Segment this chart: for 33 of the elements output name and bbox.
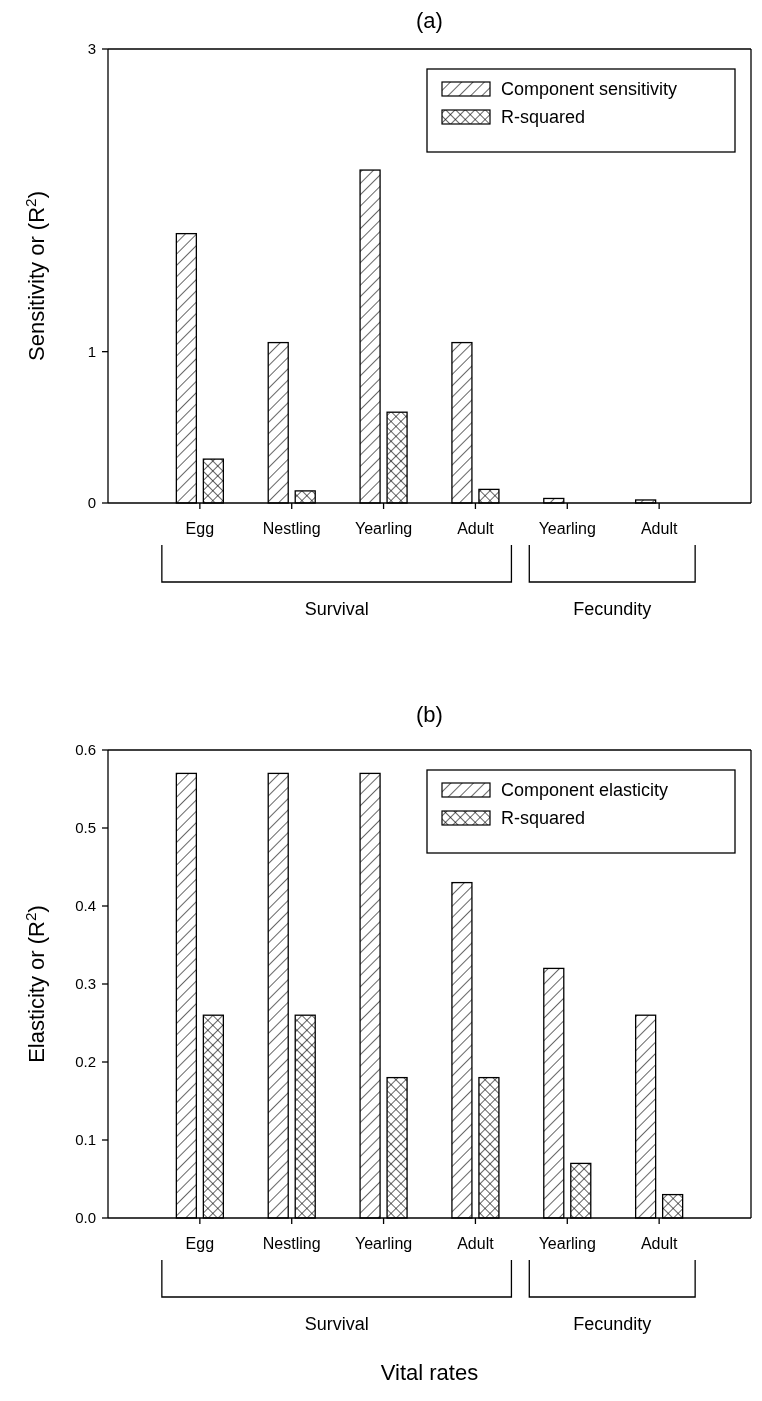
chart-title: (a)	[416, 8, 443, 33]
y-tick-label: 0	[87, 494, 96, 512]
x-axis-title: Vital rates	[380, 1360, 479, 1385]
chart-title: (b)	[416, 702, 443, 727]
x-tick-label: Yearling	[354, 1234, 413, 1252]
x-tick-label: Adult	[457, 1234, 495, 1252]
y-tick-label: 3	[87, 40, 96, 58]
x-tick-label: Nestling	[262, 519, 321, 537]
text: Fecundity	[573, 599, 652, 620]
x-tick-label: Egg	[185, 1234, 215, 1252]
x-tick-label: Yearling	[354, 519, 413, 537]
text: Fecundity	[573, 1314, 652, 1335]
legend-label: R-squared	[501, 808, 586, 829]
x-tick-label: Adult	[640, 519, 678, 537]
legend-label: Component elasticity	[501, 780, 669, 801]
legend-label: Component sensitivity	[501, 79, 678, 100]
y-tick-label: 0.6	[75, 741, 96, 759]
text: Survival	[304, 599, 369, 620]
y-tick-label: 1	[87, 342, 96, 360]
y-tick-label: 0.2	[75, 1053, 96, 1071]
x-tick-label: Yearling	[538, 1234, 596, 1252]
y-tick-label: 0.4	[75, 897, 96, 915]
x-tick-label: Egg	[185, 519, 215, 537]
text: Survival	[304, 1314, 369, 1335]
x-tick-label: Nestling	[262, 1234, 321, 1252]
x-tick-label: Adult	[457, 519, 495, 537]
y-tick-label: 0.5	[75, 819, 96, 837]
x-tick-label: Yearling	[538, 519, 596, 537]
y-tick-label: 0.1	[75, 1131, 96, 1149]
y-tick-label: 0.3	[75, 975, 96, 993]
y-tick-label: 0.0	[75, 1209, 96, 1227]
x-tick-label: Adult	[640, 1234, 678, 1252]
legend-label: R-squared	[501, 107, 586, 128]
